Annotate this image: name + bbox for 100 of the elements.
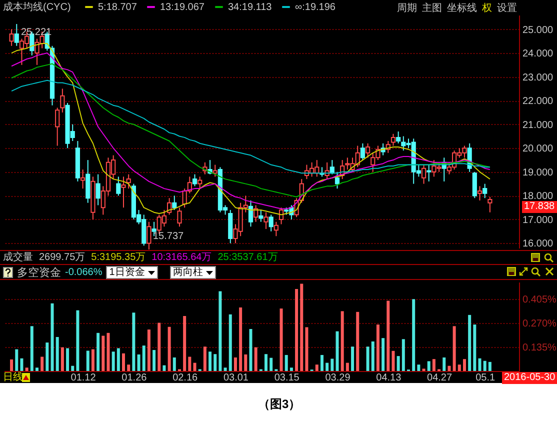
text: 2016-05-30 (502, 372, 557, 384)
bar (122, 353, 126, 371)
candlestick (472, 171, 477, 199)
text: 成交量 (3, 252, 33, 264)
y-tick-label: 18.000 (522, 191, 554, 202)
bar (382, 338, 385, 371)
text: 设置 (497, 3, 517, 15)
text: 1日资金 (106, 266, 158, 279)
bar (158, 322, 161, 371)
bar (336, 331, 339, 371)
candlestick (334, 171, 340, 190)
text: 日线 (3, 372, 23, 384)
annotation: 15.737 (153, 231, 184, 243)
bar (203, 346, 206, 371)
bar (66, 348, 70, 371)
bar (371, 341, 374, 371)
bar (290, 368, 293, 371)
bar (193, 362, 196, 371)
y-tick-label: 0.270% (522, 318, 557, 330)
bar (91, 349, 94, 371)
y-tick-label: 20.000 (522, 144, 554, 155)
candlestick (248, 200, 254, 228)
candlestick (482, 183, 488, 199)
y-tick-label: 24.000 (522, 48, 554, 60)
bar (244, 354, 248, 371)
bar (208, 352, 212, 371)
text: 两向柱 (170, 266, 216, 279)
candlestick (212, 164, 218, 178)
bar (46, 342, 49, 371)
bar (417, 364, 420, 371)
candlestick (177, 207, 182, 228)
legend-label: 34:19.113 (228, 2, 272, 13)
bar (116, 348, 120, 371)
bar (402, 339, 405, 371)
x-tick-label: 04.13 (376, 372, 402, 384)
y-tick-label: 22.000 (522, 96, 554, 108)
text: 5:3195.35万 (91, 252, 146, 264)
candlestick (14, 24, 19, 46)
bar (300, 284, 304, 371)
bar (183, 316, 186, 371)
bar (224, 368, 227, 371)
y-tick-label: 25.000 (522, 24, 554, 36)
bar (20, 358, 24, 371)
bar (10, 359, 14, 371)
candlestick (116, 176, 121, 196)
text: （图3） (258, 397, 301, 411)
text: 周期 (397, 3, 417, 15)
text: 权 (482, 3, 492, 15)
bar (106, 332, 110, 371)
bar (270, 358, 273, 371)
bar (280, 308, 283, 371)
text: 25:3537.61万 (218, 252, 278, 264)
bar (320, 354, 324, 371)
bar (50, 303, 54, 371)
bar (86, 350, 90, 371)
bar (142, 346, 146, 371)
y-tick-label: 19.000 (522, 167, 554, 178)
candlestick (121, 176, 126, 208)
bar (96, 332, 100, 371)
y-tick-label: 0.135% (522, 342, 557, 354)
bar (35, 368, 38, 371)
bar (25, 368, 28, 371)
bar (264, 354, 268, 371)
text: 10:3165.64万 (152, 252, 212, 264)
bar (152, 350, 156, 371)
x-tick-label: 05.1 (476, 372, 496, 384)
x-tick-label: 02.16 (172, 372, 198, 384)
bar (452, 326, 456, 371)
candlestick (86, 160, 90, 204)
bar (228, 314, 232, 371)
bar (40, 356, 44, 371)
bar (305, 327, 308, 371)
candlestick (488, 196, 492, 213)
bar (356, 312, 360, 371)
x-tick-label: 03.01 (223, 372, 249, 384)
bar (366, 346, 370, 371)
bar (56, 337, 59, 371)
bar (168, 326, 171, 371)
bar (147, 330, 150, 371)
bar (214, 354, 217, 371)
bar (478, 358, 482, 371)
bar (473, 324, 476, 371)
bar (102, 336, 105, 371)
bar (351, 346, 354, 371)
bar (76, 310, 80, 371)
bar (162, 365, 166, 371)
bar (254, 347, 258, 371)
candlestick (268, 214, 274, 232)
bar (60, 347, 64, 371)
bar (376, 324, 380, 371)
bar (234, 357, 237, 371)
candlestick (426, 164, 432, 182)
legend-label: ∞:19.196 (295, 2, 336, 13)
bar (468, 314, 472, 371)
y-tick-label: 16.000 (522, 238, 554, 250)
bar (188, 356, 192, 371)
candlestick (477, 186, 482, 201)
bar (330, 358, 334, 371)
x-tick-label: 03.15 (274, 372, 300, 384)
chart-title: 多空资金 (17, 266, 61, 278)
